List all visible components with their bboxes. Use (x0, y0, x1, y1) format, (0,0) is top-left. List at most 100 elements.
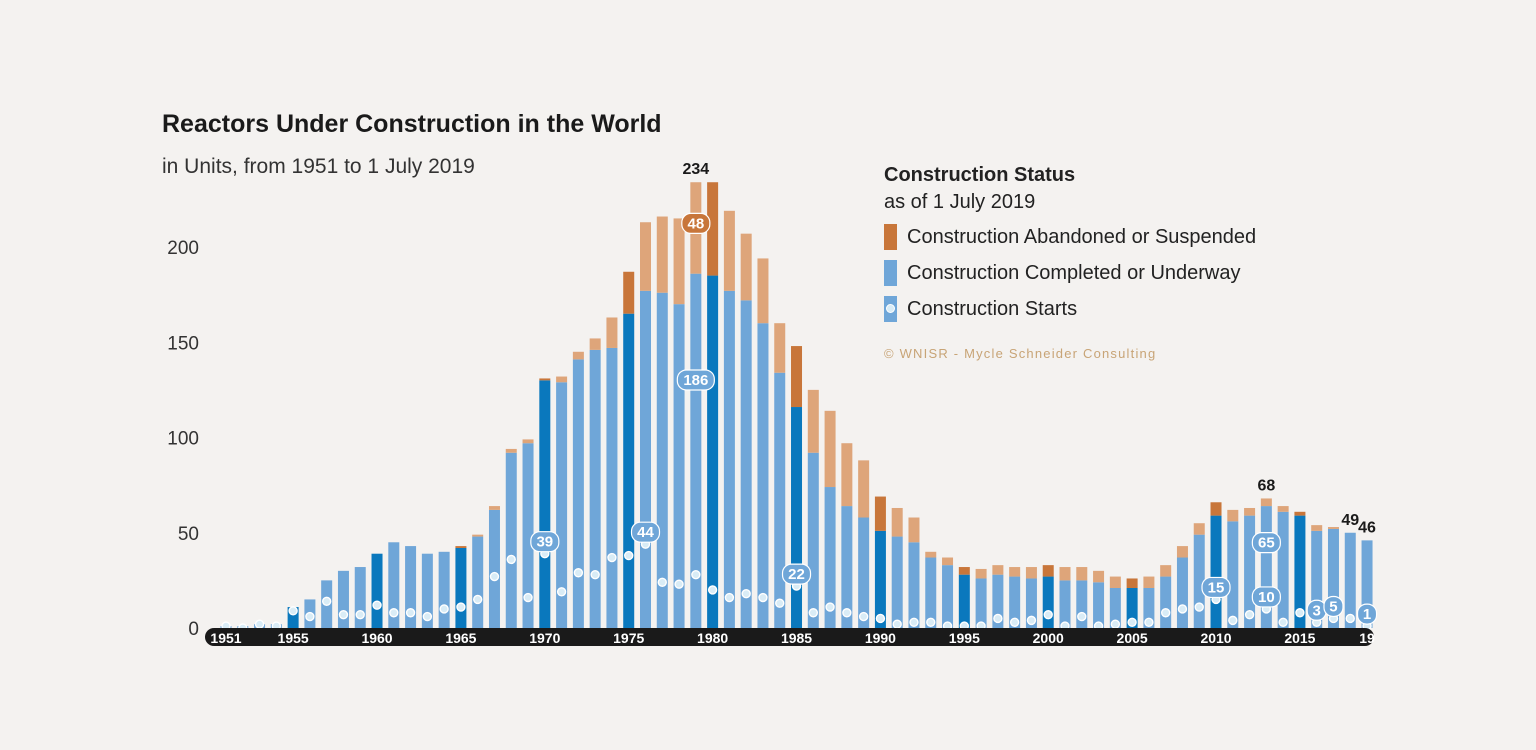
value-label: 65 (1258, 535, 1275, 552)
starts-dot (506, 554, 516, 565)
value-label-bg (681, 212, 711, 234)
starts-dot (674, 579, 684, 589)
bar-abandoned (673, 218, 685, 305)
bar-completed (1176, 557, 1188, 628)
bar-completed (925, 557, 937, 628)
starts-dot (1144, 617, 1154, 627)
value-label: 44 (637, 524, 654, 541)
bar-abandoned (723, 210, 735, 291)
bar-completed (841, 506, 853, 628)
y-tick-label: 200 (167, 238, 199, 259)
bar-completed (824, 487, 836, 628)
legend-item-starts: Construction Starts (884, 296, 1256, 322)
bar-abandoned (589, 338, 601, 350)
bar-completed (690, 273, 702, 628)
starts-dot (1043, 609, 1053, 620)
starts-dot (1009, 617, 1020, 627)
bar-abandoned (874, 496, 886, 531)
y-tick-label: 100 (167, 429, 199, 450)
chart-subtitle: in Units, from 1951 to 1 July 2019 (162, 155, 475, 178)
starts-dot (456, 602, 466, 612)
bar-abandoned (891, 507, 903, 537)
x-tick-label: 2010 (1200, 630, 1231, 646)
x-tick-label: 1965 (445, 630, 476, 646)
bar-completed (807, 452, 819, 628)
starts-dot (707, 585, 718, 595)
bar-completed (623, 313, 635, 628)
bar-abandoned (522, 439, 534, 444)
legend-label-completed: Construction Completed or Underway (907, 261, 1241, 284)
x-tick-label: 1975 (613, 630, 644, 646)
bar-completed (640, 290, 651, 628)
bar-completed (539, 380, 551, 628)
bar-abandoned (472, 534, 484, 537)
bar-completed (572, 359, 584, 628)
bar-abandoned (539, 378, 551, 381)
total-label: 46 (1358, 519, 1376, 536)
bar-completed (1009, 576, 1021, 628)
abandoned-swatch-icon (884, 224, 897, 250)
starts-dot-swatch-icon (884, 296, 897, 322)
starts-dot (825, 602, 835, 612)
bar-completed (1143, 587, 1155, 628)
value-label-bg (676, 369, 715, 391)
starts-dot (556, 587, 567, 597)
starts-dot (1026, 615, 1037, 626)
bar-abandoned (791, 346, 803, 408)
bar-abandoned (1277, 506, 1289, 512)
value-label: 186 (683, 372, 708, 389)
bar-completed (656, 292, 668, 628)
bar-completed (405, 546, 417, 628)
legend-item-completed: Construction Completed or Underway (884, 260, 1256, 286)
starts-dot (1278, 617, 1288, 627)
bar-completed (740, 300, 752, 628)
starts-dot (909, 617, 919, 627)
starts-dot (321, 596, 332, 607)
bar-abandoned (1260, 498, 1272, 507)
starts-dot (624, 550, 634, 561)
starts-dot (741, 589, 751, 599)
value-label-bg (1323, 595, 1344, 618)
bar-abandoned (1143, 576, 1155, 588)
bar-completed (337, 570, 349, 628)
x-tick-label: 19 (1359, 630, 1375, 646)
bar-abandoned (858, 460, 870, 518)
bar-abandoned (925, 551, 937, 558)
bar-completed (791, 407, 803, 628)
bar-abandoned (824, 410, 836, 488)
bar-abandoned (505, 448, 517, 453)
bar-abandoned (807, 389, 819, 453)
bar-abandoned (841, 443, 853, 507)
bar-abandoned (707, 182, 719, 276)
bar-completed (1277, 511, 1289, 628)
bar-completed (975, 578, 987, 628)
starts-dot (607, 552, 617, 563)
bar-completed (707, 275, 719, 628)
starts-dot (1345, 613, 1355, 624)
bar-abandoned (1227, 509, 1239, 522)
starts-dot (1194, 602, 1204, 612)
starts-dot (523, 592, 533, 603)
starts-dot (355, 609, 365, 620)
bar-completed (1193, 534, 1205, 628)
total-label: 234 (682, 161, 709, 178)
starts-dot (1244, 609, 1255, 620)
bar-completed (1109, 587, 1121, 628)
value-label-bg (630, 521, 661, 543)
bar-completed (1042, 576, 1054, 628)
bar-abandoned (1160, 565, 1172, 577)
value-label: 5 (1329, 598, 1337, 615)
legend-title: Construction Status (884, 164, 1076, 186)
starts-dot (1177, 604, 1188, 614)
starts-dot (875, 613, 886, 624)
bar-completed (1076, 580, 1088, 628)
bar-abandoned (623, 271, 635, 314)
value-label-bg (1251, 532, 1281, 554)
y-tick-label: 50 (178, 524, 199, 545)
bar-completed (1260, 506, 1272, 628)
starts-dot (573, 568, 584, 578)
bar-abandoned (640, 222, 651, 291)
bar-completed (488, 509, 500, 628)
bar-abandoned (455, 546, 467, 548)
bar-abandoned (1025, 567, 1037, 579)
